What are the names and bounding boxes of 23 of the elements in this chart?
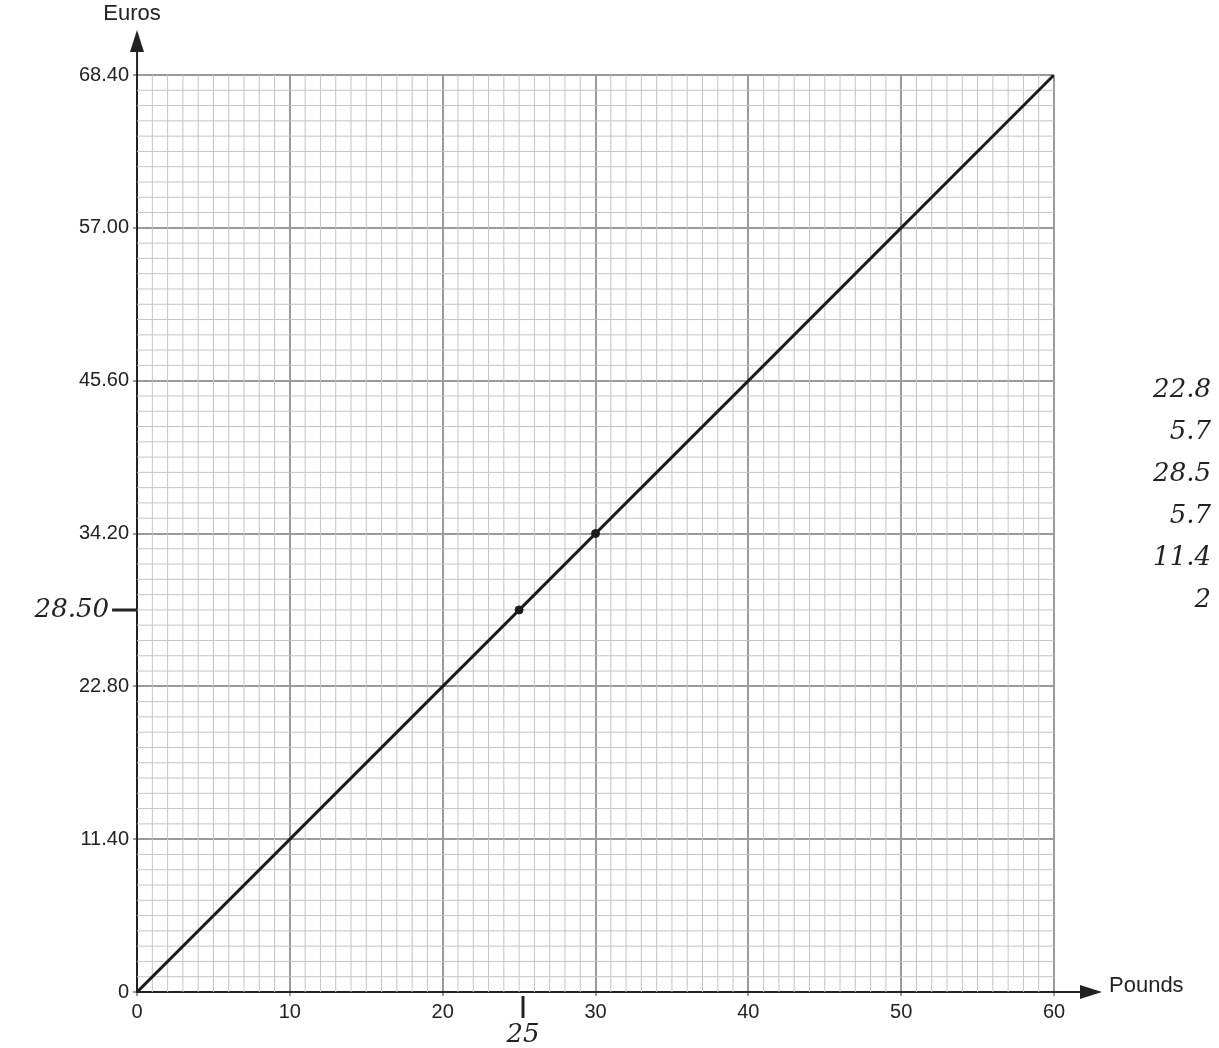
x-tick-label: 60 bbox=[1042, 999, 1066, 1022]
y-tick-label: 11.40 bbox=[80, 826, 130, 849]
y-tick-label: 45.60 bbox=[78, 368, 130, 391]
text: 28.5 bbox=[1152, 456, 1211, 487]
text: 11.4 bbox=[1153, 540, 1211, 571]
text: 22.8 bbox=[1152, 372, 1211, 403]
text: 25 bbox=[505, 1017, 540, 1048]
text: 2 bbox=[1193, 582, 1211, 613]
y-tick-label: 57.00 bbox=[78, 215, 130, 238]
y-tick-label: 68.40 bbox=[78, 62, 130, 85]
y-tick-label: 22.80 bbox=[78, 673, 130, 696]
x-tick-label: 10 bbox=[278, 999, 301, 1022]
x-tick-label: 20 bbox=[431, 999, 454, 1022]
x-axis-title: Pounds bbox=[1109, 972, 1184, 998]
x-tick-label: 30 bbox=[584, 999, 607, 1022]
text: 5.7 bbox=[1169, 414, 1212, 445]
y-tick-label: 34.20 bbox=[78, 521, 130, 544]
text: 28.50 bbox=[33, 592, 110, 623]
x-tick-label: 50 bbox=[890, 999, 913, 1022]
y-axis-title: Euros bbox=[103, 0, 161, 26]
text: 5.7 bbox=[1169, 498, 1212, 529]
x-tick-label: 40 bbox=[737, 999, 760, 1022]
y-tick-label: 0 bbox=[117, 979, 130, 1002]
